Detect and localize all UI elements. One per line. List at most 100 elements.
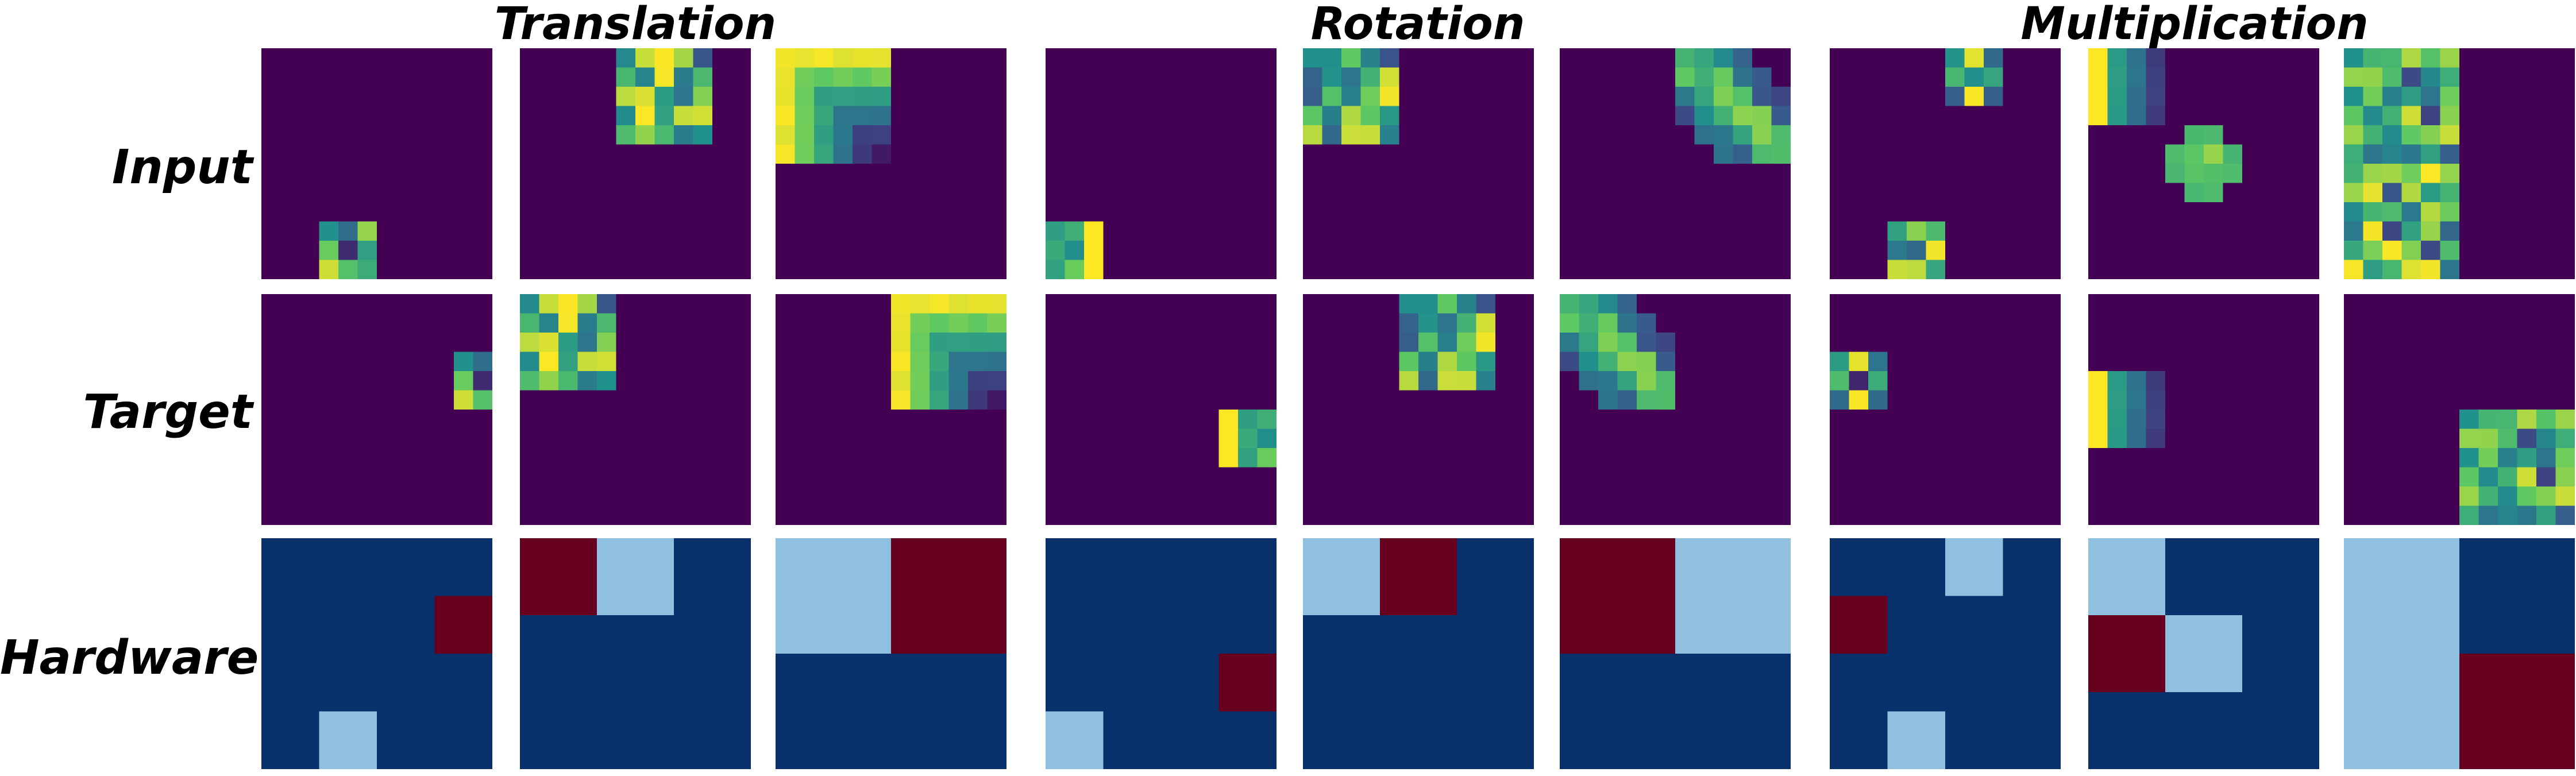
heatmap-cell xyxy=(1984,48,2003,68)
heatmap-cell xyxy=(2536,410,2556,429)
heatmap-cell xyxy=(357,241,377,260)
heatmap-cell xyxy=(1418,333,1438,352)
input-panel-multiplication-1 xyxy=(1830,48,2061,279)
heatmap-cell xyxy=(654,67,674,87)
heatmap-cell xyxy=(1714,67,1733,87)
heatmap-cell xyxy=(2146,48,2165,68)
heatmap-cell xyxy=(2536,487,2556,506)
heatmap-cell xyxy=(1046,221,1065,241)
heatmap-cell xyxy=(2498,487,2517,506)
heatmap-cell xyxy=(833,106,853,125)
heatmap-cell xyxy=(1849,390,1868,410)
heatmap-cell xyxy=(1656,390,1675,410)
hardware-cell-light xyxy=(1046,711,1104,769)
heatmap-cell xyxy=(2440,260,2459,279)
heatmap-cell xyxy=(2440,202,2459,222)
heatmap-cell xyxy=(968,313,988,333)
heatmap-cell xyxy=(1457,371,1476,391)
heatmap-cell xyxy=(2401,144,2421,164)
heatmap-cell xyxy=(1617,333,1637,352)
heatmap-cell xyxy=(2440,183,2459,202)
heatmap-cell xyxy=(2382,221,2402,241)
heatmap-cell xyxy=(1830,371,1849,391)
heatmap-cell xyxy=(2204,144,2223,164)
heatmap-cell xyxy=(871,67,891,87)
heatmap-cell xyxy=(454,371,473,391)
heatmap-cell xyxy=(2184,183,2204,202)
heatmap-cell xyxy=(635,125,655,145)
heatmap-cell xyxy=(2478,410,2498,429)
heatmap-cell xyxy=(930,352,949,371)
heatmap-cell xyxy=(1907,241,1926,260)
heatmap-cell xyxy=(338,241,358,260)
heatmap-cell xyxy=(520,313,539,333)
heatmap-cell xyxy=(1694,48,1714,68)
heatmap-cell xyxy=(1303,87,1322,106)
heatmap-cell xyxy=(2401,183,2421,202)
heatmap-cell xyxy=(1360,87,1380,106)
group-title-translation: Translation xyxy=(494,0,777,50)
heatmap-cell xyxy=(987,313,1007,333)
heatmap-cell xyxy=(674,106,693,125)
heatmap-cell xyxy=(2363,183,2382,202)
heatmap-cell xyxy=(454,352,473,371)
heatmap-cell xyxy=(674,87,693,106)
heatmap-cell xyxy=(539,313,558,333)
heatmap-cell xyxy=(1560,352,1579,371)
heatmap-cell xyxy=(1926,260,1945,279)
heatmap-cell xyxy=(1656,371,1675,391)
heatmap-cell xyxy=(2401,202,2421,222)
heatmap-cell xyxy=(1380,106,1399,125)
heatmap-cell xyxy=(693,87,712,106)
heatmap-cell xyxy=(1380,48,1399,68)
heatmap-cell xyxy=(473,390,492,410)
heatmap-cell xyxy=(2459,448,2479,468)
heatmap-cell xyxy=(1418,294,1438,314)
heatmap-cell xyxy=(2478,448,2498,468)
heatmap-cell xyxy=(891,371,911,391)
heatmap-cell xyxy=(853,144,872,164)
heatmap-cell xyxy=(968,371,988,391)
heatmap-cell xyxy=(2555,428,2575,448)
heatmap-cell xyxy=(871,144,891,164)
heatmap-cell xyxy=(1579,352,1598,371)
heatmap-cell xyxy=(1476,294,1495,314)
heatmap-cell xyxy=(1887,260,1907,279)
heatmap-cell xyxy=(1598,313,1618,333)
hardware-cell-light xyxy=(597,538,674,615)
heatmap-cell xyxy=(1714,125,1733,145)
heatmap-cell xyxy=(357,221,377,241)
heatmap-cell xyxy=(319,260,338,279)
heatmap-cell xyxy=(616,48,635,68)
heatmap-cell xyxy=(1399,333,1418,352)
heatmap-cell xyxy=(1380,87,1399,106)
heatmap-cell xyxy=(795,67,814,87)
heatmap-cell xyxy=(1437,333,1457,352)
heatmap-cell xyxy=(910,352,930,371)
heatmap-cell xyxy=(2421,260,2440,279)
heatmap-cell xyxy=(1868,390,1888,410)
heatmap-cell xyxy=(2165,144,2185,164)
heatmap-cell xyxy=(2401,164,2421,183)
heatmap-cell xyxy=(1065,241,1084,260)
heatmap-cell xyxy=(2421,221,2440,241)
heatmap-cell xyxy=(616,125,635,145)
heatmap-cell xyxy=(2146,371,2165,391)
heatmap-cell xyxy=(2382,125,2402,145)
heatmap-cell xyxy=(1830,390,1849,410)
heatmap-cell xyxy=(948,313,968,333)
heatmap-cell xyxy=(1887,241,1907,260)
heatmap-cell xyxy=(1598,333,1618,352)
heatmap-cell xyxy=(833,125,853,145)
heatmap-cell xyxy=(1984,87,2003,106)
target-panel-multiplication-3 xyxy=(2344,294,2575,525)
heatmap-cell xyxy=(338,221,358,241)
heatmap-cell xyxy=(2478,505,2498,525)
heatmap-cell xyxy=(1437,352,1457,371)
heatmap-cell xyxy=(2536,467,2556,487)
heatmap-cell xyxy=(1926,221,1945,241)
heatmap-cell xyxy=(2363,144,2382,164)
heatmap-cell xyxy=(1598,352,1618,371)
hardware-panel-translation-2 xyxy=(520,538,751,769)
input-panel-translation-2 xyxy=(520,48,751,279)
